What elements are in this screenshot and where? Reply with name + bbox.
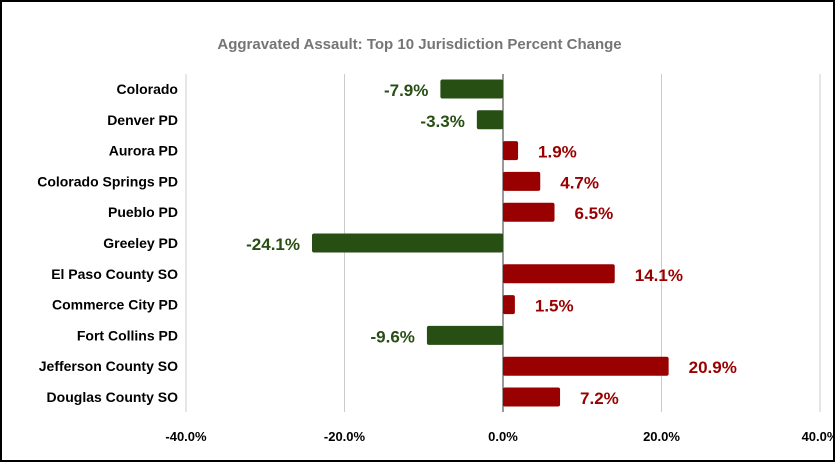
data-label: 4.7% <box>560 173 599 192</box>
bar <box>503 264 615 284</box>
category-label: Douglas County SO <box>47 389 179 405</box>
data-label: 7.2% <box>580 389 619 408</box>
bar <box>503 387 561 407</box>
category-label: Fort Collins PD <box>77 327 178 343</box>
bar <box>476 110 503 130</box>
data-labels: -7.9% -3.3% 1.9% 4.7% 6.5% -24.1% 14.1% 1.5% -9.… <box>246 81 737 408</box>
x-tick-label: -20.0% <box>324 429 366 444</box>
category-label: Commerce City PD <box>52 297 178 313</box>
x-tick-label: -40.0% <box>165 429 207 444</box>
category-label: Colorado <box>117 81 178 97</box>
data-label: -7.9% <box>384 81 428 100</box>
data-label: -24.1% <box>246 235 300 254</box>
category-label: Denver PD <box>107 112 178 128</box>
x-axis: -40.0% -20.0% 0.0% 20.0% 40.0% <box>165 429 835 444</box>
data-label: 1.5% <box>535 297 574 316</box>
category-label: Pueblo PD <box>108 204 178 220</box>
bar <box>426 325 503 345</box>
bar <box>503 295 515 315</box>
category-label: Aurora PD <box>109 143 178 159</box>
category-label: Colorado Springs PD <box>37 173 178 189</box>
bars <box>312 79 669 407</box>
bar <box>312 233 503 253</box>
data-label: 6.5% <box>575 204 614 223</box>
bar <box>503 171 541 191</box>
x-tick-label: 20.0% <box>643 429 680 444</box>
category-label: Greeley PD <box>103 235 178 251</box>
bar <box>440 79 503 99</box>
bar <box>503 202 555 222</box>
x-tick-label: 40.0% <box>802 429 835 444</box>
data-label: 14.1% <box>635 266 683 285</box>
data-label: 20.9% <box>689 358 737 377</box>
bar <box>503 141 519 161</box>
category-label: Jefferson County SO <box>39 358 178 374</box>
chart-title: Aggravated Assault: Top 10 Jurisdiction … <box>217 36 622 53</box>
data-label: 1.9% <box>538 143 577 162</box>
category-label: El Paso County SO <box>51 266 178 282</box>
category-labels: Colorado Denver PD Aurora PD Colorado Sprin… <box>37 81 178 405</box>
bar <box>503 356 669 376</box>
x-tick-label: 0.0% <box>488 429 518 444</box>
data-label: -9.6% <box>370 327 414 346</box>
data-label: -3.3% <box>420 112 464 131</box>
